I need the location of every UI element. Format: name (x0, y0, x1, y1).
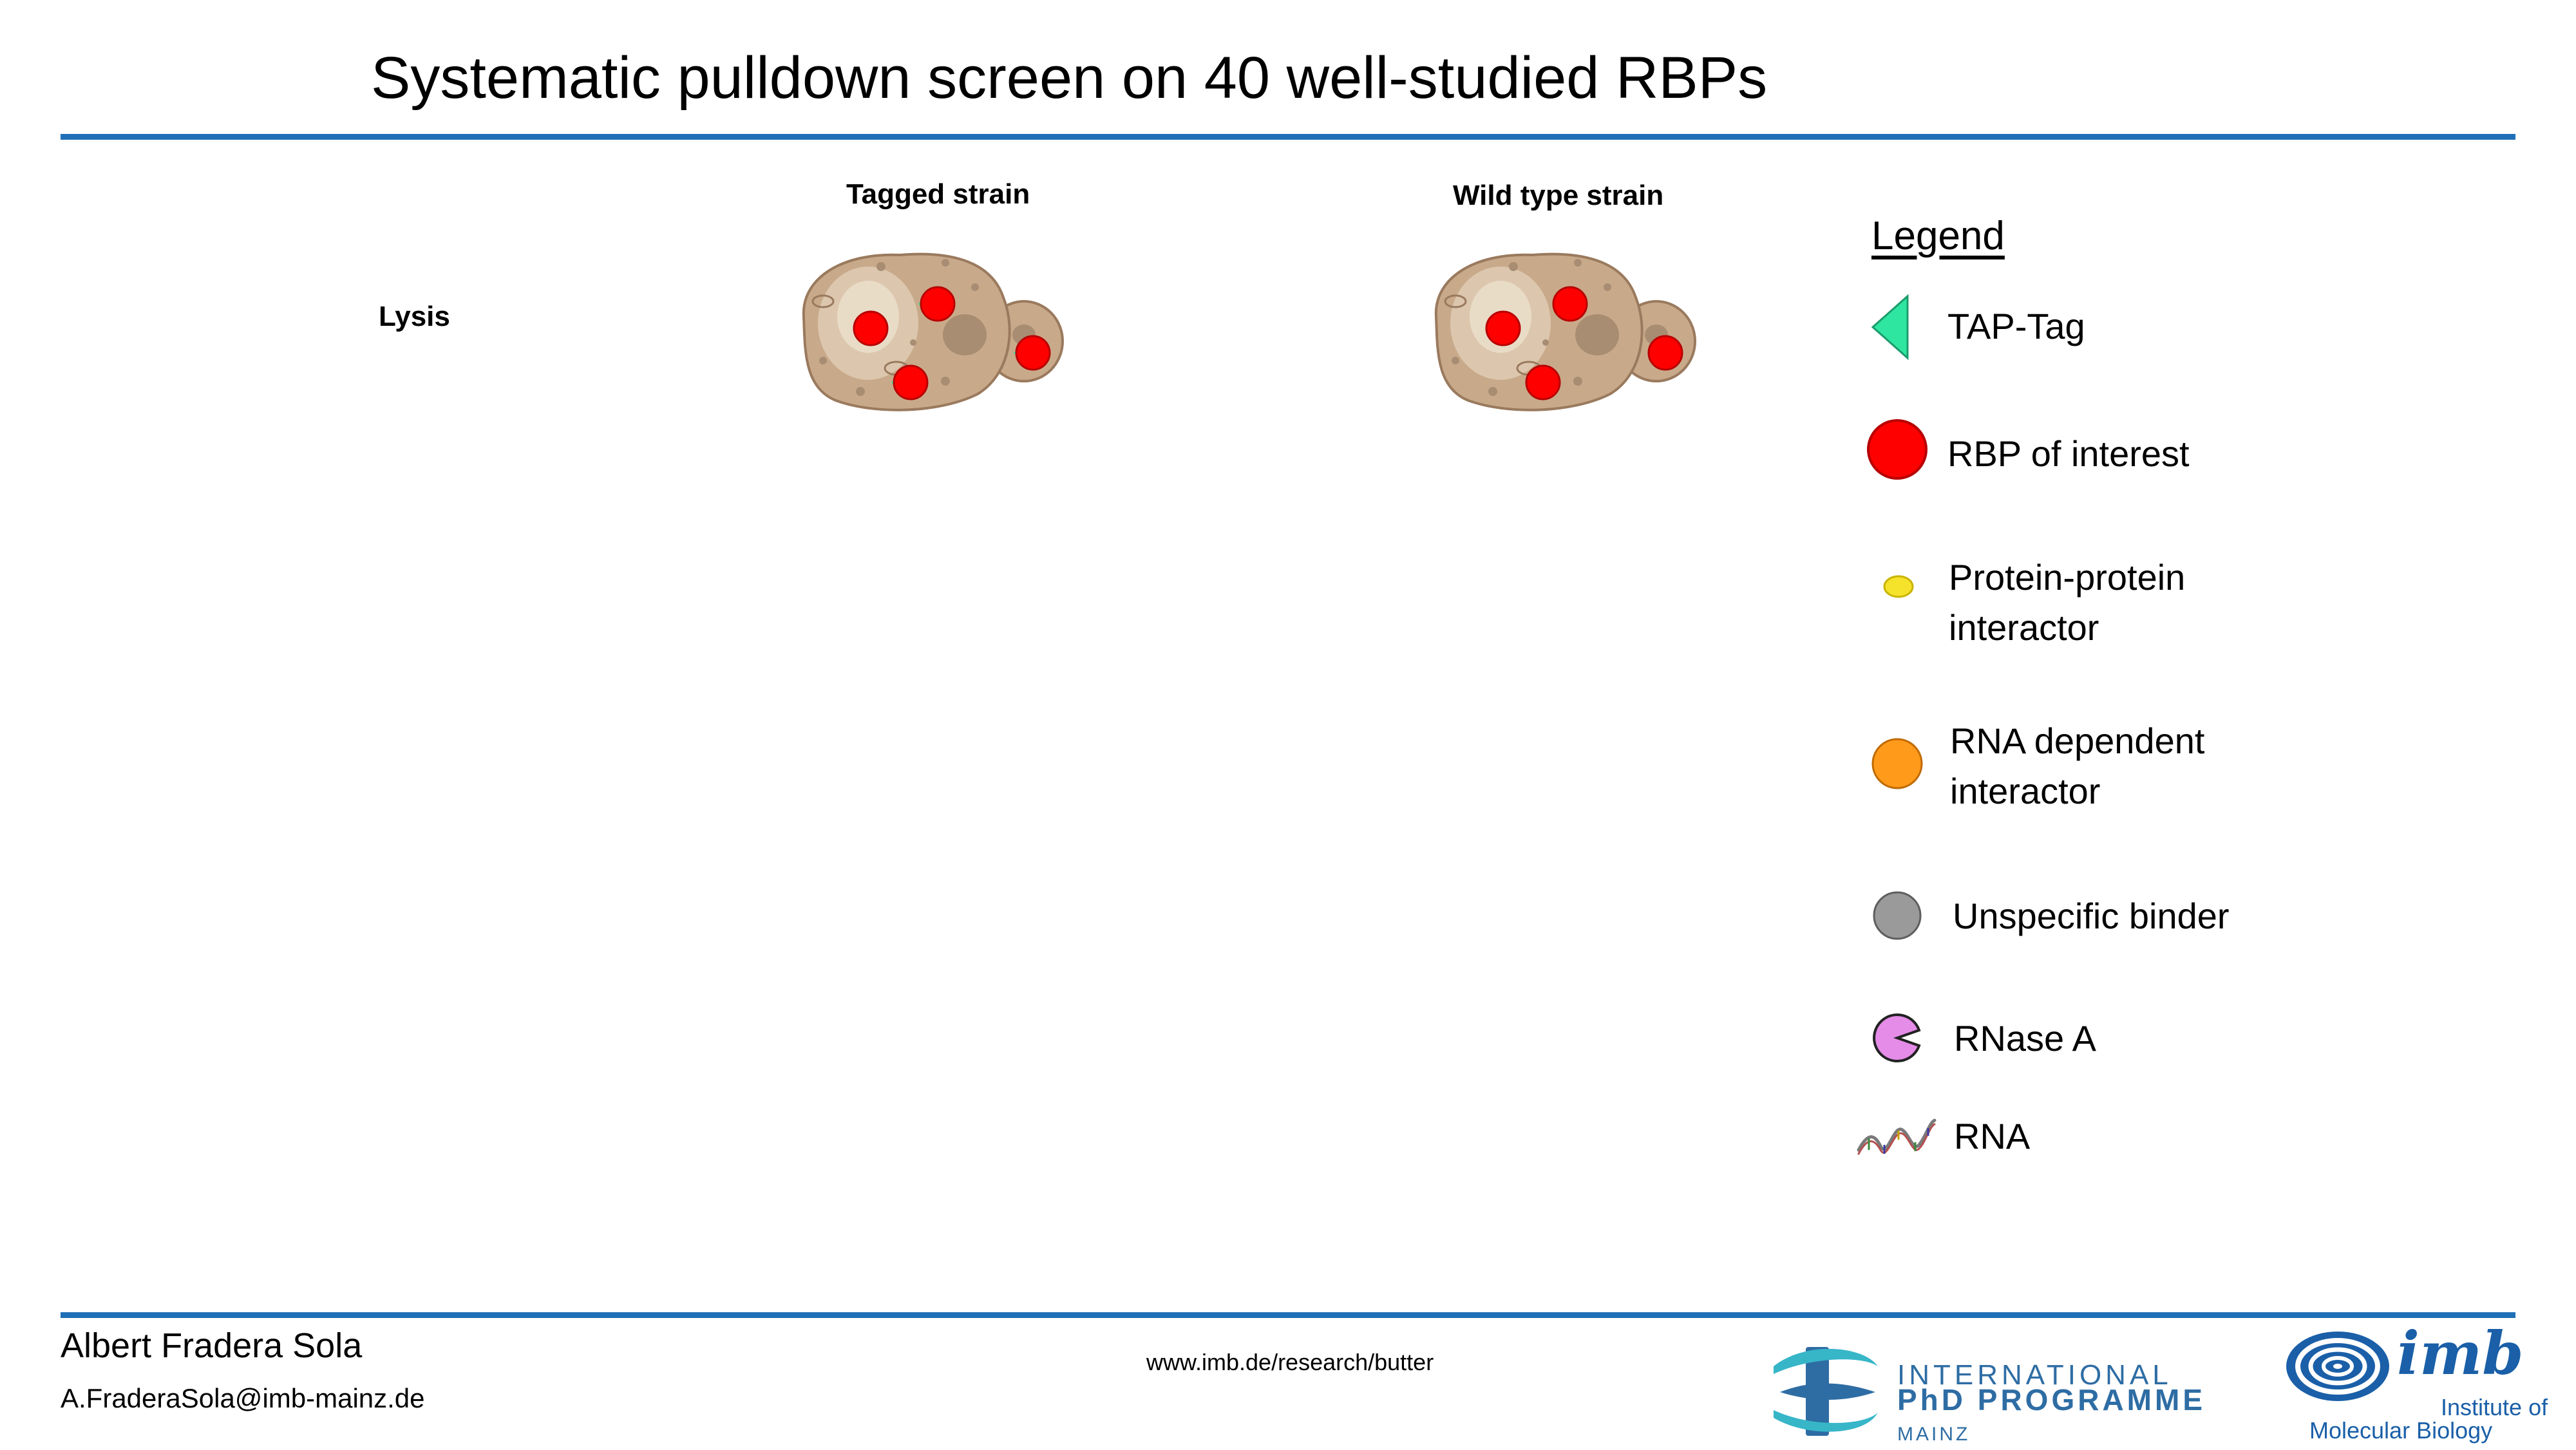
wildtype-strain-label: Wild type strain (1453, 180, 1664, 211)
rna-dependent-interactor-circle-icon (1871, 738, 1923, 789)
website-link[interactable]: www.imb.de/research/butter (1146, 1349, 1434, 1375)
imb-logo-line2: Molecular Biology (2309, 1417, 2493, 1444)
yeast-cell-body (1434, 252, 1696, 411)
phd-logo-line2: PhD PROGRAMME (1897, 1383, 2206, 1417)
author-name: Albert Fradera Sola (61, 1326, 363, 1365)
step-label-lysis: Lysis (379, 301, 450, 332)
protein-interactor-ellipse-icon (1883, 575, 1914, 598)
tap-tag-triangle-icon (1871, 294, 1909, 361)
rbp-circle-icon (1867, 419, 1927, 480)
legend-label-rnase-a: RNase A (1954, 1018, 2096, 1059)
imb-spiral-logo-icon (2286, 1332, 2389, 1401)
legend-label-rna-dependent-line1: RNA dependent (1950, 720, 2205, 761)
title-divider (61, 134, 2515, 140)
author-email[interactable]: A.FraderaSola@imb-mainz.de (61, 1383, 425, 1413)
wildtype-yeast-cell (1434, 252, 1696, 411)
legend-label-unspecific-binder: Unspecific binder (1953, 896, 2230, 936)
legend-label-protein-interactor-line2: interactor (1949, 607, 2099, 648)
footer-divider (61, 1312, 2515, 1318)
rbp-circle-icon (853, 286, 1051, 400)
rbp-circle-icon (1485, 286, 1683, 400)
tagged-strain-label: Tagged strain (846, 178, 1030, 210)
phd-logo-line1: INTERNATIONAL (1897, 1359, 2172, 1391)
legend-label-rna-dependent-line2: interactor (1950, 771, 2101, 811)
legend-title: Legend (1871, 214, 2005, 258)
imb-logo-line1: Institute of (2441, 1394, 2548, 1420)
unspecific-binder-circle-icon (1873, 891, 1922, 940)
phd-programme-logo-icon (1774, 1347, 1878, 1436)
legend-label-rbp: RBP of interest (1947, 433, 2190, 474)
rna-wave-icon (1857, 1118, 1937, 1155)
slide-title: Systematic pulldown screen on 40 well-st… (371, 45, 1768, 111)
phd-logo-line3: MAINZ (1897, 1424, 1971, 1445)
yeast-cell-body (802, 252, 1064, 411)
legend-label-rna: RNA (1954, 1116, 2031, 1156)
tagged-yeast-cell (802, 252, 1064, 411)
rnase-a-pacman-icon (1873, 1013, 1921, 1062)
imb-logo-text: imb (2397, 1319, 2524, 1388)
legend-label-protein-interactor-line1: Protein-protein (1949, 557, 2186, 598)
legend-label-tap-tag: TAP-Tag (1947, 306, 2085, 346)
